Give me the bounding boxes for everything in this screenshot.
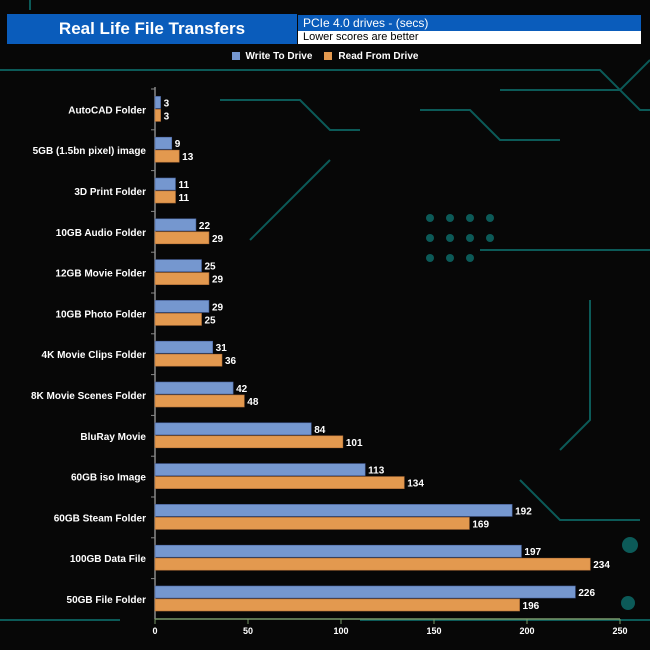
category-label: 8K Movie Scenes Folder (31, 391, 146, 402)
legend-item-read: Read From Drive (324, 51, 418, 62)
data-label: 196 (523, 601, 540, 612)
chart-title: Real Life File Transfers (7, 14, 297, 44)
bar-read (154, 231, 210, 245)
data-label: 134 (407, 479, 424, 490)
data-label: 192 (515, 506, 532, 517)
bar-read (154, 190, 176, 204)
bar-read (154, 149, 180, 163)
bar-write (154, 136, 173, 150)
data-label: 101 (346, 438, 363, 449)
category-label: 3D Print Folder (74, 187, 146, 198)
category-label: 50GB File Folder (67, 595, 147, 606)
x-tick-label: 150 (426, 626, 441, 636)
x-tick-label: 200 (519, 626, 534, 636)
data-label: 42 (236, 384, 248, 395)
bar-write (154, 463, 366, 476)
bar-write (154, 422, 312, 436)
data-label: 113 (368, 466, 385, 477)
data-label: 36 (225, 356, 237, 367)
bar-write (154, 218, 197, 232)
legend-label-read: Read From Drive (338, 51, 419, 62)
legend-label-write: Write To Drive (245, 51, 313, 62)
data-label: 29 (212, 275, 224, 286)
bar-read (154, 313, 202, 326)
category-label: 4K Movie Clips Folder (42, 350, 147, 361)
category-label: AutoCAD Folder (68, 105, 146, 116)
x-tick-label: 250 (612, 626, 627, 636)
category-label: BluRay Movie (80, 432, 146, 443)
data-label: 9 (175, 139, 181, 150)
data-label: 3 (164, 111, 170, 122)
x-tick-label: 50 (243, 626, 253, 636)
data-label: 22 (199, 221, 211, 232)
legend-swatch-read (324, 52, 333, 60)
bar-read (154, 109, 161, 122)
data-label: 11 (178, 193, 189, 204)
bar-write (154, 504, 513, 517)
bar-write (154, 300, 210, 313)
data-label: 48 (247, 397, 259, 408)
data-label: 29 (212, 234, 224, 245)
legend-swatch-write (231, 52, 240, 60)
data-label: 84 (314, 425, 326, 436)
category-label: 10GB Photo Folder (55, 309, 146, 320)
bar-write (154, 96, 161, 109)
category-label: 60GB Steam Folder (54, 513, 146, 524)
category-label: 10GB Audio Folder (56, 228, 146, 239)
data-label: 13 (182, 152, 194, 163)
bar-write (154, 381, 234, 395)
bar-write (154, 544, 522, 558)
data-label: 11 (178, 180, 189, 191)
bar-read (154, 598, 520, 612)
bar-read (154, 517, 470, 530)
legend: Write To Drive Read From Drive (0, 51, 650, 62)
data-label: 29 (212, 302, 224, 313)
bar-write (154, 259, 202, 272)
data-label: 226 (578, 588, 595, 599)
bar-read (154, 394, 245, 408)
bar-read (154, 476, 405, 489)
bar-read (154, 272, 210, 285)
x-tick-label: 0 (152, 626, 157, 636)
bar-read (154, 353, 223, 367)
bar-read (154, 557, 591, 571)
x-tick-label: 100 (333, 626, 348, 636)
bar-write (154, 177, 176, 191)
category-label: 5GB (1.5bn pixel) image (33, 146, 147, 157)
chart-note: Lower scores are better (298, 31, 641, 44)
data-label: 234 (593, 560, 610, 571)
category-label: 100GB Data File (70, 554, 147, 565)
data-label: 3 (164, 98, 170, 109)
category-label: 12GB Movie Folder (55, 269, 146, 280)
data-label: 25 (205, 315, 217, 326)
data-label: 197 (524, 547, 541, 558)
data-label: 25 (205, 262, 217, 273)
bar-read (154, 435, 344, 449)
data-label: 31 (216, 343, 228, 354)
data-label: 169 (472, 519, 489, 530)
bar-write (154, 340, 213, 354)
bar-write (154, 585, 576, 599)
legend-item-write: Write To Drive (231, 51, 313, 62)
chart-subtitle: PCIe 4.0 drives - (secs) (298, 15, 641, 31)
category-label: 60GB iso Image (71, 473, 146, 484)
